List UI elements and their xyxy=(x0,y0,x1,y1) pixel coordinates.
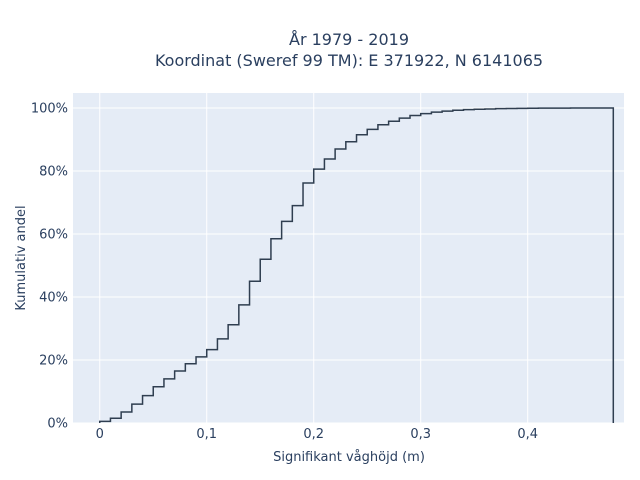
y-axis-label: Kumulativ andel xyxy=(14,205,29,310)
y-tick-label: 60% xyxy=(39,228,68,243)
x-axis-label: Signifikant våghöjd (m) xyxy=(273,450,425,465)
cdf-step-line xyxy=(98,107,615,423)
y-tick-label: 0% xyxy=(47,417,68,432)
x-tick-label: 0,3 xyxy=(410,427,431,442)
x-tick-label: 0,1 xyxy=(196,427,217,442)
tick-labels: 0 0,1 0,2 0,3 0,4 0% 20% 40% 60% 80% 100% xyxy=(31,102,538,443)
x-tick-label: 0,4 xyxy=(517,427,538,442)
plot-area xyxy=(73,93,624,423)
chart-title-line2: Koordinat (Sweref 99 TM): E 371922, N 61… xyxy=(155,51,543,70)
y-tick-label: 100% xyxy=(31,102,68,117)
y-tick-label: 40% xyxy=(39,291,68,306)
y-tick-label: 80% xyxy=(39,165,68,180)
y-tick-label: 20% xyxy=(39,354,68,369)
grid xyxy=(73,93,624,424)
x-tick-label: 0,2 xyxy=(303,427,324,442)
chart-title-line1: År 1979 - 2019 xyxy=(289,30,409,49)
x-tick-label: 0 xyxy=(96,427,104,442)
